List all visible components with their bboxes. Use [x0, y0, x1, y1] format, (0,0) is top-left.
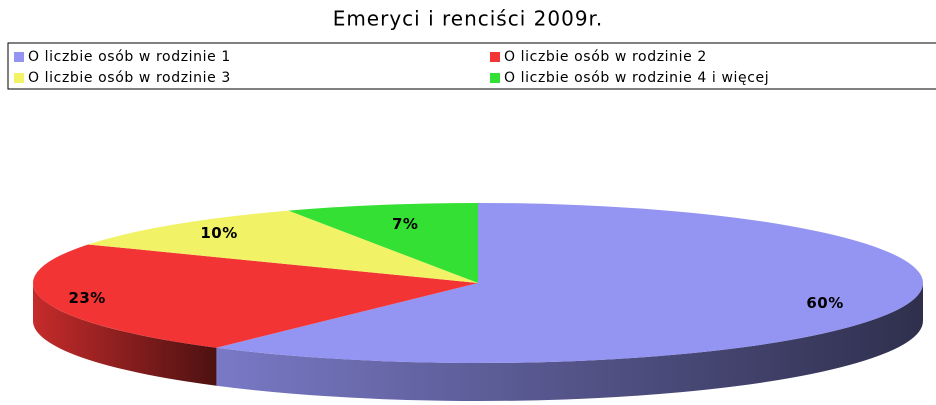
data-label: 7% — [392, 215, 418, 233]
legend-swatch — [490, 73, 500, 83]
slice — [88, 210, 479, 283]
slice-side — [216, 283, 924, 402]
legend-label: O liczbie osób w rodzinie 2 — [504, 49, 707, 65]
slice — [32, 244, 479, 348]
pie: 60% 23% 10% 7% — [32, 203, 924, 402]
chart-title: Emeryci i renciści 2009r. — [333, 7, 604, 31]
legend-swatch — [490, 52, 500, 62]
legend-swatch — [14, 52, 24, 62]
slice-side — [32, 283, 217, 386]
legend: O liczbie osób w rodzinie 1 O liczbie osó… — [14, 49, 769, 86]
slice — [216, 203, 924, 363]
legend-label: O liczbie osób w rodzinie 4 i więcej — [504, 70, 769, 86]
legend-label: O liczbie osób w rodzinie 3 — [28, 70, 231, 86]
slice — [288, 203, 478, 283]
legend-swatch — [14, 73, 24, 83]
legend-label: O liczbie osób w rodzinie 1 — [28, 49, 231, 65]
data-label: 23% — [68, 289, 105, 307]
data-label: 10% — [200, 224, 237, 242]
legend-box — [7, 42, 936, 90]
data-label: 60% — [806, 294, 843, 312]
